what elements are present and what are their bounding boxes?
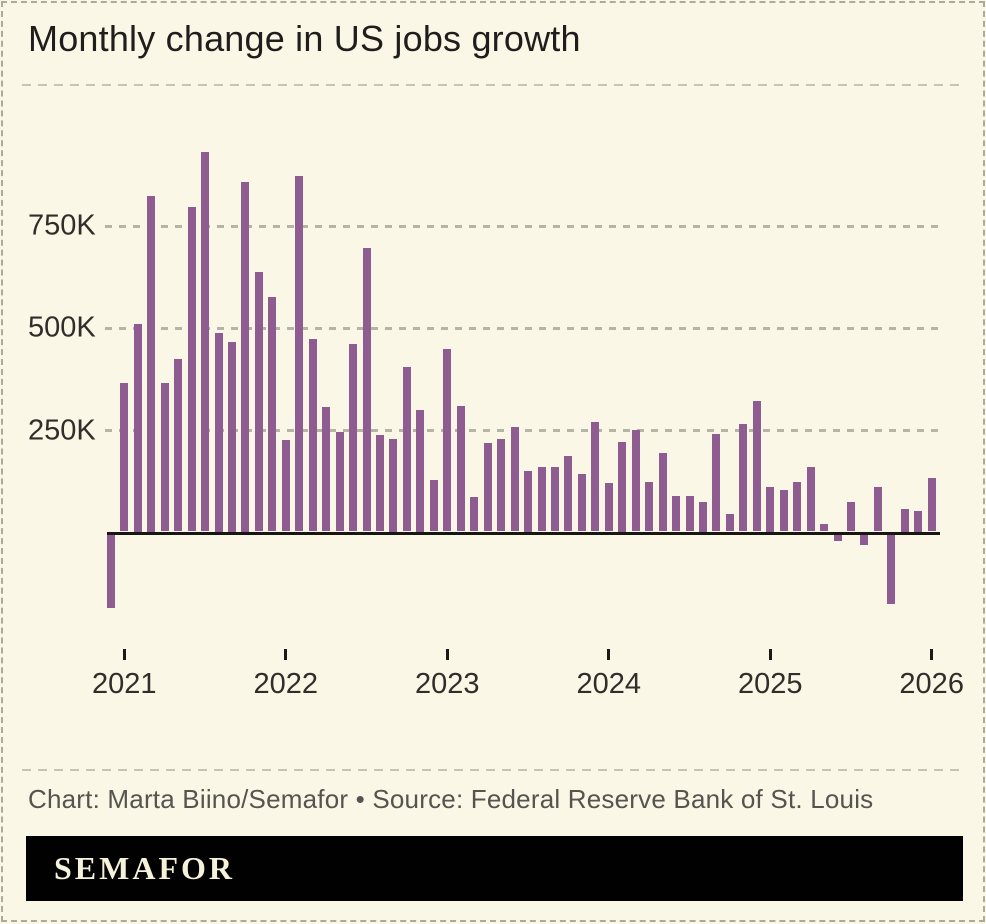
bar-2022-06 xyxy=(349,344,358,532)
bar-2023-03 xyxy=(470,496,479,532)
bar-2025-06 xyxy=(833,534,842,541)
x-tick-2022 xyxy=(284,649,288,660)
x-tick-2025 xyxy=(768,649,772,660)
logo-bar: SEMAFOR xyxy=(26,836,963,901)
gridline-500K xyxy=(105,326,940,330)
x-tick-2024 xyxy=(607,649,611,660)
bar-2023-11 xyxy=(577,473,586,532)
bar-2022-07 xyxy=(362,248,371,532)
bar-2022-04 xyxy=(322,406,331,532)
bar-2021-03 xyxy=(147,196,156,532)
bar-2024-06 xyxy=(672,496,680,532)
bar-2021-05 xyxy=(174,359,183,532)
gridline-750K xyxy=(105,224,940,228)
bar-2022-09 xyxy=(389,439,398,532)
bar-2021-06 xyxy=(187,207,196,532)
bar-2021-04 xyxy=(160,382,169,532)
bar-2025-10 xyxy=(887,534,896,605)
x-axis-label-2023: 2023 xyxy=(414,668,480,700)
bar-2020-12 xyxy=(106,534,115,609)
bar-2025-07 xyxy=(847,501,855,532)
bar-2021-10 xyxy=(241,182,250,532)
bar-2024-01 xyxy=(604,483,613,532)
y-axis-label-750K: 750K xyxy=(28,209,96,242)
x-tick-2026 xyxy=(930,649,934,660)
x-axis-label-2026: 2026 xyxy=(899,668,964,700)
x-tick-2021 xyxy=(122,649,126,660)
chart-title: Monthly change in US jobs growth xyxy=(28,18,581,59)
bar-2024-05 xyxy=(658,453,667,532)
x-axis-label-2022: 2022 xyxy=(253,668,319,700)
bar-2025-09 xyxy=(873,487,882,532)
bar-2024-04 xyxy=(645,482,654,532)
bar-2025-04 xyxy=(806,467,815,532)
bar-2023-08 xyxy=(537,467,546,532)
semafor-logo: SEMAFOR xyxy=(54,850,235,886)
bar-2024-11 xyxy=(739,423,748,532)
bar-2021-09 xyxy=(228,342,236,532)
bar-2022-03 xyxy=(308,338,317,532)
bar-2021-07 xyxy=(201,151,209,532)
y-axis-label-500K: 500K xyxy=(28,311,96,344)
zero-baseline xyxy=(107,531,940,535)
bar-2023-05 xyxy=(497,438,506,532)
bar-2022-01 xyxy=(281,439,290,532)
bar-2021-01 xyxy=(120,382,129,532)
bar-2023-09 xyxy=(550,467,559,532)
bar-2022-12 xyxy=(429,480,438,532)
bar-2026-01 xyxy=(927,478,936,532)
x-axis-label-2024: 2024 xyxy=(576,668,641,700)
bar-2022-11 xyxy=(416,410,425,532)
bar-2024-09 xyxy=(712,433,721,532)
bar-2023-12 xyxy=(591,421,600,532)
bar-2024-08 xyxy=(699,502,707,532)
bar-2021-08 xyxy=(214,333,223,532)
bar-2025-12 xyxy=(914,511,923,532)
bar-2025-01 xyxy=(766,486,775,532)
attribution-text: Chart: Marta Biino/Semafor • Source: Fed… xyxy=(28,784,874,814)
bar-2023-02 xyxy=(456,406,465,532)
bar-2024-02 xyxy=(618,441,627,532)
bar-2022-02 xyxy=(295,176,304,532)
bar-2024-10 xyxy=(725,513,734,532)
bar-2021-02 xyxy=(133,324,142,532)
bar-2022-05 xyxy=(335,432,344,532)
bar-2024-07 xyxy=(685,496,694,532)
x-axis-label-2025: 2025 xyxy=(737,668,803,700)
bar-2023-10 xyxy=(564,456,573,532)
bar-2021-12 xyxy=(268,297,277,532)
x-tick-2023 xyxy=(445,649,449,660)
bar-2024-03 xyxy=(631,430,640,532)
bar-2023-01 xyxy=(443,349,452,532)
bar-2025-05 xyxy=(820,523,829,532)
bar-2025-03 xyxy=(793,482,802,532)
bar-2023-06 xyxy=(510,427,519,532)
bar-2023-07 xyxy=(524,470,532,532)
bar-2025-02 xyxy=(779,489,788,532)
title-divider xyxy=(22,84,963,86)
bar-2022-10 xyxy=(402,367,411,532)
bar-2025-11 xyxy=(900,509,909,532)
x-axis-label-2021: 2021 xyxy=(92,668,157,700)
gridline-250K xyxy=(105,429,940,433)
y-axis-label-250K: 250K xyxy=(28,414,96,447)
bar-2024-12 xyxy=(752,400,761,532)
bar-2023-04 xyxy=(483,442,492,532)
footer-divider xyxy=(22,769,963,771)
bar-2025-08 xyxy=(860,534,869,546)
bar-2022-08 xyxy=(376,434,384,532)
bar-2021-11 xyxy=(254,271,263,532)
